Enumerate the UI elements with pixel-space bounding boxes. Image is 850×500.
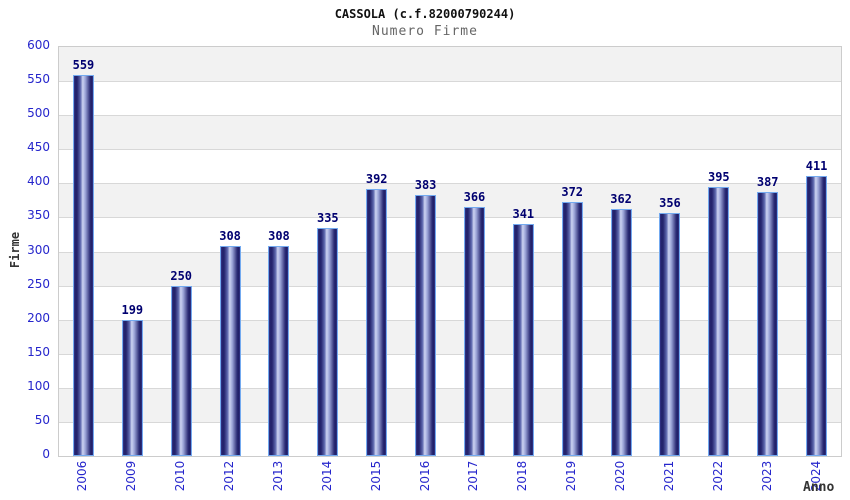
plot-band [59,47,841,82]
bar [463,207,485,456]
x-tick-label: 2022 [710,460,725,492]
bar-value-label: 308 [219,229,241,243]
bar-value-label: 335 [316,211,339,225]
x-tick-label: 2019 [564,460,579,492]
plot-band [59,115,841,150]
y-tick-label: 600 [27,38,50,52]
bar-value-label: 395 [707,170,730,184]
y-tick-label: 400 [27,174,50,189]
y-tick-label: 0 [42,447,50,461]
x-tick-label: 2018 [515,460,530,492]
bar-value-label: 392 [365,172,388,186]
x-tick-label: 2009 [124,460,139,492]
x-tick-label: 2017 [466,460,481,492]
bar [659,213,681,456]
x-tick-label: 2016 [417,460,432,492]
plot-band [59,81,841,116]
y-tick-label: 250 [27,276,50,291]
bar-value-label: 308 [268,229,290,243]
bar-value-label: 387 [756,175,779,189]
y-tick-label: 100 [27,378,50,393]
y-tick-label: 150 [27,344,50,359]
bar [806,176,828,456]
x-tick-label: 2020 [613,460,628,492]
bar-value-label: 356 [659,196,681,210]
x-tick-label: 2023 [759,460,774,492]
gridline [59,81,841,83]
bar-value-label: 411 [805,159,828,173]
bar [512,224,534,456]
plot-area: 559 199 250 308 308 335 392 383 366 341 372 362 356 3… [58,46,842,457]
chart-subtitle: Numero Firme [372,24,478,39]
x-tick-label: 2013 [270,460,285,492]
bar [757,192,779,456]
bar [708,187,730,456]
x-tick-label: 2012 [222,460,237,492]
bar-value-label: 341 [512,207,535,221]
y-tick-label: 500 [27,106,50,121]
y-tick-label: 50 [34,412,50,427]
x-tick-label: 2006 [75,460,90,492]
x-tick-label: 2015 [368,460,383,492]
bar-value-label: 199 [121,303,144,317]
y-tick-label: 300 [27,242,50,257]
bar [366,189,388,456]
bar [268,246,290,456]
y-tick-label: 350 [27,208,50,223]
bar [72,75,94,456]
x-tick-label: 2014 [319,460,334,492]
x-axis-title: Anno [803,480,835,495]
bar [219,246,241,456]
bar-value-label: 362 [610,192,632,206]
bar [121,320,143,456]
x-tick-label: 2010 [173,460,188,492]
y-tick-label: 550 [27,72,50,87]
bar [415,195,437,456]
bar [170,286,192,456]
gridline [59,115,841,117]
bar-value-label: 383 [414,178,437,192]
bar [317,228,339,456]
y-tick-label: 450 [27,140,50,155]
bar-value-label: 559 [72,58,95,72]
x-tick-label: 2021 [661,460,676,492]
bar-value-label: 366 [463,190,486,204]
bar-value-label: 372 [561,185,584,199]
gridline [59,149,841,151]
chart-title: CASSOLA (c.f.82000790244) [334,7,516,21]
y-tick-label: 200 [27,310,50,325]
bar [561,202,583,456]
bar-value-label: 250 [170,269,193,283]
bar [610,209,632,456]
